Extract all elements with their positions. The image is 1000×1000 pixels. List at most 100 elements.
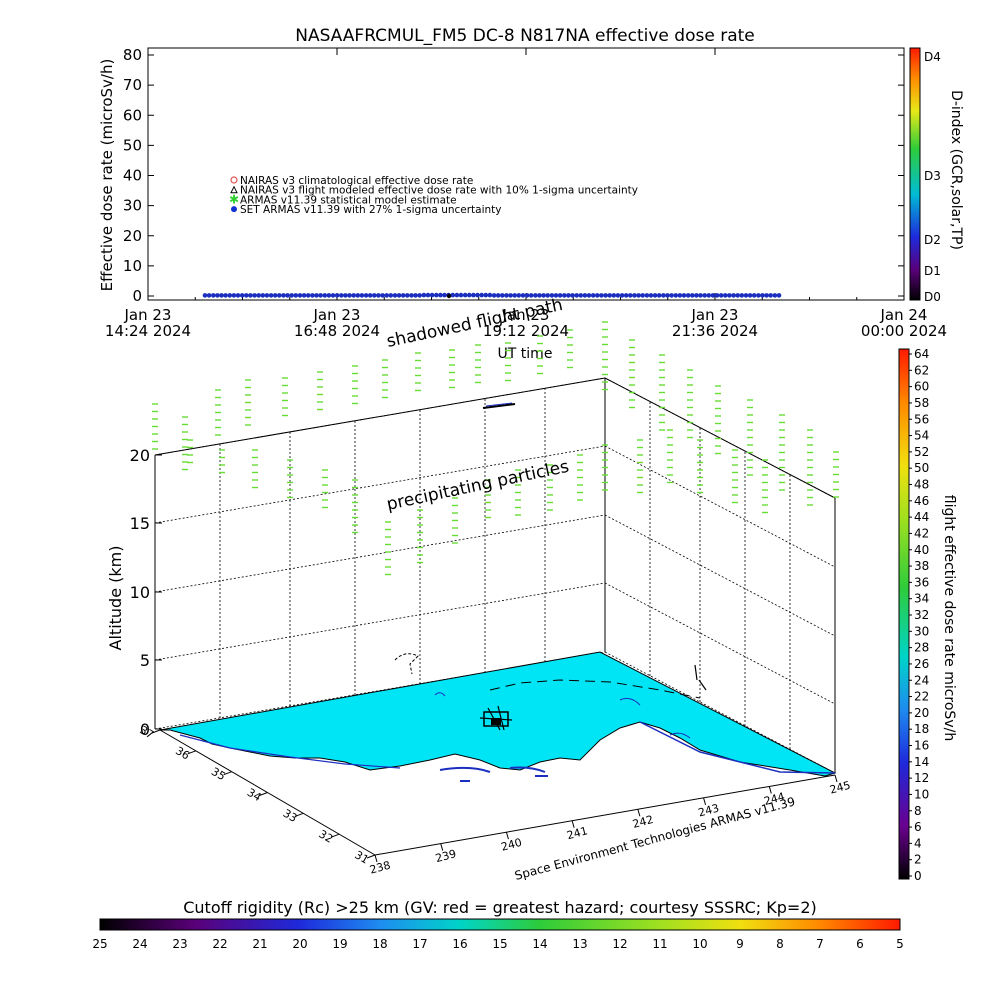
dose-tick-label: 30 — [914, 624, 929, 638]
dose-point — [751, 293, 757, 298]
dose-tick-label: 52 — [914, 445, 929, 459]
y-tick-label: 10 — [123, 257, 142, 275]
dose-point — [483, 292, 489, 298]
dose-point — [756, 293, 761, 298]
dose-point — [677, 293, 683, 298]
dose-point — [458, 292, 464, 298]
lon-tick-label: 240 — [500, 836, 524, 854]
lon-tick — [571, 820, 575, 828]
z-tick-label: 5 — [140, 651, 150, 670]
dose-point — [764, 293, 769, 298]
dose-point — [595, 293, 600, 298]
dindex-axis-label: D-index (GCR,solar,TP) — [948, 90, 964, 250]
elevated-flight-path — [482, 402, 516, 409]
x-tick-label-date: Jan 23 — [691, 306, 739, 324]
dose-point — [343, 293, 348, 298]
dose-point — [607, 293, 612, 298]
dose-point — [553, 293, 559, 298]
dose-tick-label: 38 — [914, 559, 929, 573]
dose-point — [623, 293, 629, 298]
cutoff-tick-label: 21 — [252, 937, 267, 951]
dose-point — [289, 293, 295, 298]
cutoff-colorbar — [99, 918, 901, 931]
precipitating-particles-label: precipitating particles — [385, 457, 571, 515]
dose-point — [268, 293, 274, 298]
dose-point — [661, 293, 666, 298]
dindex-labels: D4 D3 D2 D1 D0 — [924, 50, 941, 304]
dose-point — [735, 293, 740, 298]
lon-tick-label: 239 — [434, 847, 458, 865]
dose-tick-label: 0 — [914, 869, 922, 883]
dose-point — [376, 293, 381, 298]
legend-label: NAIRAS v3 climatological effective dose … — [240, 175, 473, 187]
dose-point — [293, 293, 299, 298]
dose-point — [310, 293, 315, 298]
dose-point — [392, 293, 398, 298]
cutoff-tick-label: 5 — [896, 937, 904, 951]
lon-tick-label: 245 — [828, 779, 852, 797]
cutoff-tick-label: 13 — [572, 937, 587, 951]
z-tick-label: 10 — [130, 583, 150, 602]
dose-point — [421, 292, 427, 298]
dose-point — [297, 293, 303, 298]
dose-point — [471, 292, 476, 298]
dose-point — [223, 293, 228, 298]
dose-point — [462, 292, 468, 298]
dose-tick-label: 62 — [914, 363, 929, 377]
dose-point — [500, 293, 505, 298]
dose-point — [239, 293, 245, 298]
dose-point — [644, 293, 650, 298]
dose-point — [425, 292, 431, 298]
x-tick-label-date: Jan 23 — [124, 306, 172, 324]
dose-point — [528, 293, 534, 298]
dose-tick-label: 56 — [914, 412, 929, 426]
dose-point — [211, 293, 216, 298]
dose-tick-label: 46 — [914, 494, 929, 508]
legend-item: NAIRAS v3 flight modeled effective dose … — [230, 185, 638, 197]
dose-point — [347, 293, 352, 298]
dose-point — [508, 293, 513, 298]
cutoff-tick-label: 22 — [212, 937, 227, 951]
lat-tick-label: 37 — [137, 723, 156, 741]
dose-point — [339, 293, 344, 298]
lon-tick — [703, 797, 707, 805]
cutoff-tick-label: 24 — [132, 937, 147, 951]
dose-tick-label: 60 — [914, 380, 929, 394]
dose-point — [512, 293, 517, 298]
lat-tick — [259, 792, 268, 796]
dose-series — [202, 292, 782, 299]
dose-point — [318, 293, 323, 298]
x-tick-label-time: 16:48 2024 — [294, 322, 380, 340]
y-tick-label: 40 — [123, 167, 142, 185]
dose-point — [285, 293, 290, 298]
y-tick-label: 70 — [123, 76, 142, 94]
dose-tick-label: 58 — [914, 396, 929, 410]
dose-point — [272, 293, 278, 298]
dose-point — [372, 293, 377, 298]
legend-label: SET ARMAS v11.39 with 27% 1-sigma uncert… — [240, 204, 502, 216]
precipitating-particles — [152, 321, 839, 576]
dose-point-model — [446, 293, 452, 299]
dose-point — [743, 293, 749, 298]
dose-point — [305, 293, 311, 298]
dose-tick-label: 50 — [914, 461, 929, 475]
dose-tick-label: 34 — [914, 592, 929, 606]
dose-tick-label: 2 — [914, 853, 922, 867]
cutoff-tick-label: 10 — [692, 937, 707, 951]
dose-point — [673, 293, 679, 298]
dose-point — [400, 293, 406, 298]
dose-tick-label: 18 — [914, 722, 929, 736]
dose-point — [359, 293, 365, 298]
cutoff-bar-ticks: 25 24 23 22 21 20 19 18 17 16 15 14 13 12 11 10 9 8 7 6 5 — [92, 937, 903, 951]
dose-point — [603, 293, 608, 298]
cutoff-tick-label: 12 — [612, 937, 627, 951]
lat-tick-label: 32 — [317, 828, 336, 846]
dose-colorbar-ticks: 6462605856545250484644424038363432302826… — [909, 347, 929, 883]
legend-item: NAIRAS v3 climatological effective dose … — [230, 175, 473, 187]
dose-tick-label: 28 — [914, 641, 929, 655]
dose-tick-label: 24 — [914, 673, 929, 687]
dindex-label: D4 — [924, 50, 941, 64]
dose-point — [330, 293, 336, 298]
dose-point — [260, 293, 266, 298]
